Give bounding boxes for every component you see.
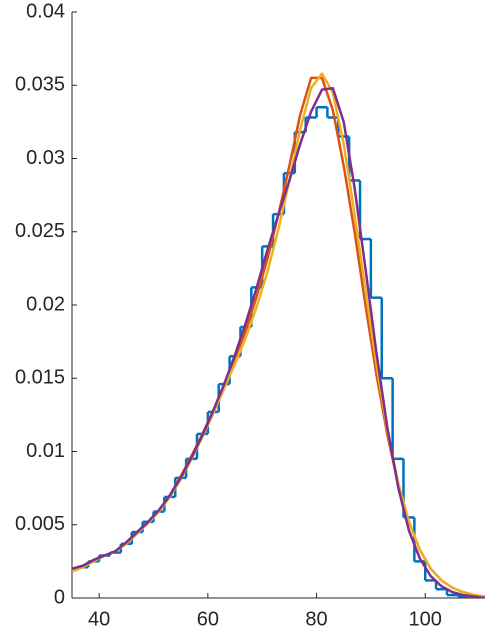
x-tick-label: 80 bbox=[305, 608, 327, 630]
density-line bbox=[72, 86, 485, 598]
density-line bbox=[72, 76, 485, 598]
x-tick-label: 100 bbox=[409, 608, 442, 630]
y-tick-label: 0.015 bbox=[15, 367, 65, 389]
x-tick-label: 60 bbox=[197, 608, 219, 630]
x-tick-label: 40 bbox=[88, 608, 110, 630]
y-tick-label: 0 bbox=[54, 586, 65, 608]
y-tick-label: 0.04 bbox=[26, 0, 65, 22]
y-tick-label: 0.025 bbox=[15, 220, 65, 242]
y-tick-label: 0.035 bbox=[15, 74, 65, 96]
y-tick-label: 0.01 bbox=[26, 440, 65, 462]
density-line bbox=[72, 72, 485, 598]
y-tick-label: 0.02 bbox=[26, 293, 65, 315]
y-tick-label: 0.03 bbox=[26, 147, 65, 169]
y-tick-label: 0.005 bbox=[15, 513, 65, 535]
